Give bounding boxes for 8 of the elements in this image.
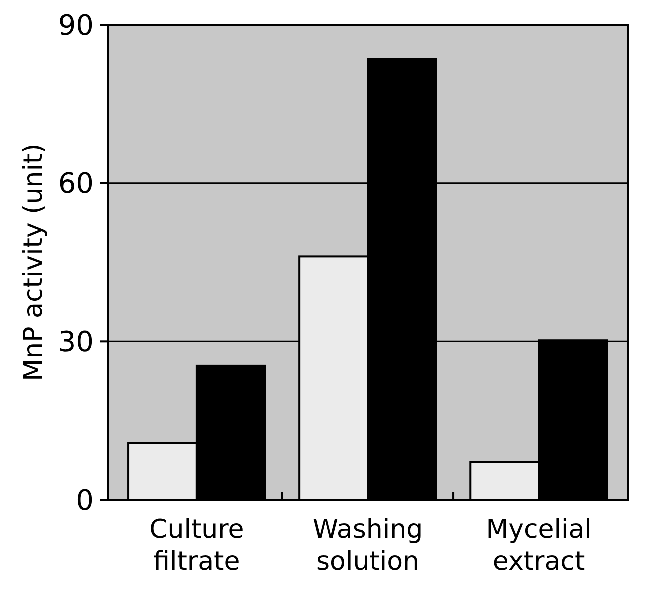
x-tick-label: Washing solution bbox=[312, 515, 424, 577]
y-tick-label: 90 bbox=[58, 8, 94, 42]
x-tick-label: Mycelial extract bbox=[486, 515, 592, 577]
y-tick-label: 30 bbox=[58, 325, 94, 358]
x-tick-label: Culture filtrate bbox=[150, 515, 244, 577]
y-tick-label: 60 bbox=[58, 167, 94, 200]
y-axis-title: MnP activity (unit) bbox=[19, 144, 49, 382]
y-tick-label: 0 bbox=[76, 484, 94, 517]
